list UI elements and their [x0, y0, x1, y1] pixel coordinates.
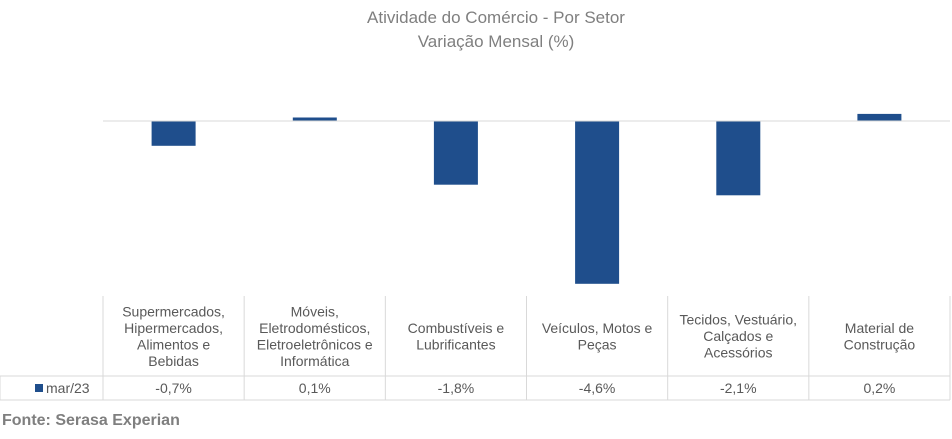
category-label-line: Construção [844, 336, 916, 352]
category-label-line: Supermercados, [122, 303, 225, 319]
bar-5 [857, 113, 902, 121]
category-label-line: Eletroeletrônicos e [257, 336, 373, 352]
category-label-line: Material de [845, 320, 914, 336]
category-label-line: Veículos, Motos e [542, 320, 653, 336]
value-label-3: -4,6% [579, 380, 616, 396]
category-label-line: Calçados e [703, 328, 773, 344]
category-label-line: Peças [578, 336, 617, 352]
value-label-4: -2,1% [720, 380, 757, 396]
chart-subtitle: Variação Mensal (%) [418, 32, 575, 51]
value-label-0: -0,7% [155, 380, 192, 396]
chart: Atividade do Comércio - Por Setor Variaç… [0, 8, 951, 401]
category-label-line: Informática [280, 353, 349, 369]
category-label-line: Bebidas [148, 353, 199, 369]
category-label-line: Móveis, [291, 303, 339, 319]
category-label-line: Eletrodomésticos, [259, 320, 370, 336]
bar-4 [716, 121, 761, 196]
chart-title: Atividade do Comércio - Por Setor [367, 8, 625, 27]
value-label-5: 0,2% [863, 380, 895, 396]
bars-layer [151, 113, 902, 284]
category-label-line: Acessórios [704, 345, 772, 361]
category-label-line: Hipermercados, [124, 320, 223, 336]
source-note: Fonte: Serasa Experian [2, 412, 180, 429]
bar-2 [433, 121, 478, 185]
bar-1 [292, 117, 337, 121]
category-label-5: Material de Construção [844, 320, 916, 353]
bar-3 [575, 121, 620, 284]
category-label-4: Tecidos, Vestuário, Calçados e Acessórios [679, 312, 797, 361]
category-label-line: Tecidos, Vestuário, [679, 312, 797, 328]
legend-label: mar/23 [46, 380, 90, 396]
legend-swatch [35, 384, 43, 392]
category-label-line: Alimentos e [137, 336, 210, 352]
value-label-2: -1,8% [438, 380, 475, 396]
category-label-line: Combustíveis e [408, 320, 505, 336]
category-label-3: Veículos, Motos e Peças [542, 320, 653, 353]
value-label-1: 0,1% [299, 380, 331, 396]
category-label-1: Móveis, Eletrodomésticos, Eletroeletrônico… [257, 303, 373, 369]
category-label-line: Lubrificantes [416, 336, 495, 352]
bar-0 [151, 121, 196, 146]
category-label-2: Combustíveis e Lubrificantes [408, 320, 505, 353]
